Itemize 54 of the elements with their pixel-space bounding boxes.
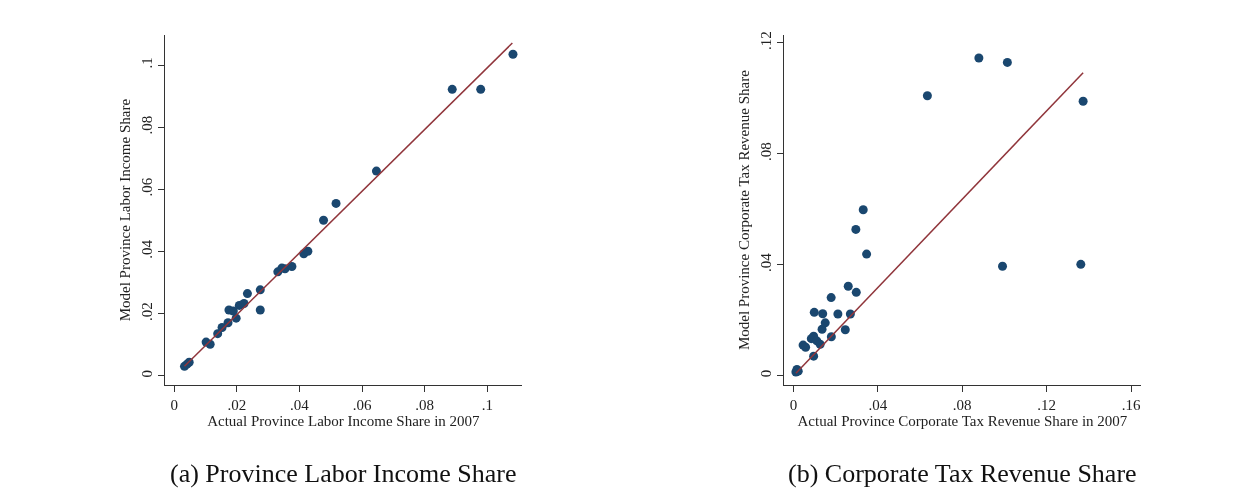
- point: [476, 84, 486, 94]
- y-axis-title: Model Province Labor Income Share: [117, 98, 134, 322]
- point: [1002, 57, 1012, 67]
- y-tick-label: .1: [139, 57, 156, 69]
- y-axis-title: Model Province Corporate Tax Revenue Share: [736, 69, 753, 351]
- y-tick-label: .12: [758, 31, 775, 51]
- y-tick-label: .02: [139, 302, 156, 321]
- x-tick-label: .02: [227, 397, 247, 414]
- point: [851, 224, 861, 234]
- y-tick-label: .04: [758, 252, 775, 273]
- y-tick-label: .06: [139, 177, 156, 197]
- point: [447, 84, 457, 94]
- text: (a) Province Labor Income Share: [170, 459, 517, 488]
- point: [1078, 96, 1088, 106]
- y-tick-label: 0: [139, 369, 156, 378]
- point: [922, 91, 932, 101]
- x-tick-label: .1: [481, 397, 493, 414]
- point: [818, 309, 828, 319]
- text: (b) Corporate Tax Revenue Share: [788, 459, 1137, 488]
- point: [371, 166, 381, 176]
- point: [851, 287, 861, 297]
- x-tick-label: 0: [170, 397, 178, 414]
- x-tick-label: .12: [1037, 397, 1056, 414]
- y-tick-label: .08: [139, 115, 156, 135]
- point: [508, 49, 518, 59]
- point: [820, 318, 830, 328]
- x-axis-title: Actual Province Labor Income Share in 2007: [207, 413, 481, 430]
- point: [840, 325, 850, 335]
- x-tick-label: .08: [415, 397, 435, 414]
- y-tick-label: .08: [758, 142, 775, 162]
- x-axis-title: Actual Province Corporate Tax Revenue Share in 2007: [797, 413, 1128, 430]
- y-tick-label: .04: [139, 239, 156, 259]
- point: [255, 305, 265, 315]
- point: [242, 289, 252, 299]
- x-tick-label: .06: [352, 397, 372, 414]
- point: [826, 293, 836, 303]
- point: [998, 261, 1008, 271]
- point: [287, 262, 297, 272]
- x-tick-label: .08: [952, 397, 972, 414]
- point: [809, 307, 819, 317]
- x-tick-label: .04: [868, 397, 888, 414]
- point: [858, 205, 868, 215]
- x-tick-label: 0: [789, 397, 798, 414]
- point: [319, 215, 329, 225]
- point: [303, 246, 313, 256]
- point: [843, 281, 853, 291]
- point: [862, 249, 872, 259]
- point: [974, 53, 984, 63]
- point: [331, 198, 341, 208]
- y-tick-label: 0: [758, 369, 775, 378]
- x-tick-label: .04: [290, 397, 310, 414]
- point: [833, 309, 843, 319]
- x-tick-label: .16: [1121, 397, 1141, 414]
- point: [1076, 259, 1086, 269]
